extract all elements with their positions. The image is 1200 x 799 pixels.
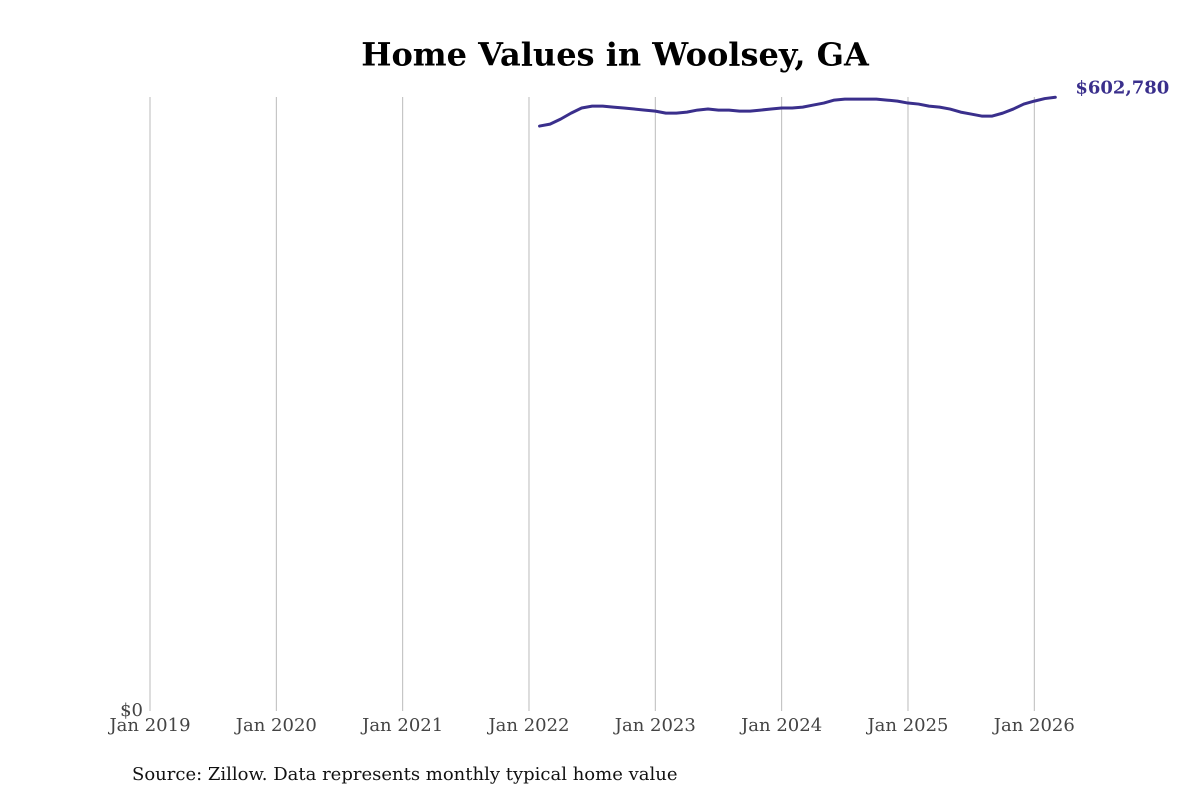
y-tick-label: $0 bbox=[120, 700, 143, 721]
x-tick-label: Jan 2021 bbox=[360, 715, 443, 736]
x-tick-label: Jan 2026 bbox=[992, 715, 1075, 736]
line bbox=[538, 95, 1057, 128]
x-tick-label: Jan 2023 bbox=[613, 715, 696, 736]
source-note: Source: Zillow. Data represents monthly … bbox=[132, 764, 678, 785]
x-tick-label: Jan 2022 bbox=[486, 715, 569, 736]
x-tick-label: Jan 2020 bbox=[234, 715, 317, 736]
value-label: $602,780 bbox=[1075, 77, 1169, 98]
x-tick-label: Jan 2019 bbox=[107, 715, 190, 736]
x-tick-label: Jan 2024 bbox=[739, 715, 822, 736]
x-tick-label: Jan 2025 bbox=[865, 715, 948, 736]
chart-title: Home Values in Woolsey, GA bbox=[361, 36, 870, 74]
